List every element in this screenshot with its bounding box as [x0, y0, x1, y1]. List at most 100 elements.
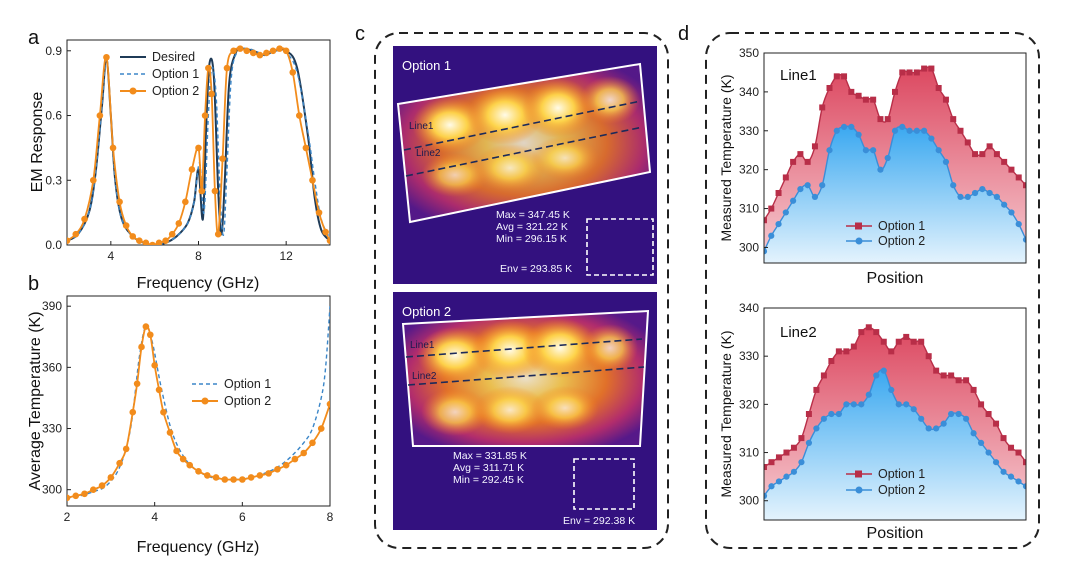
data-point-option-1 — [873, 329, 880, 336]
data-point-option-2 — [188, 166, 196, 173]
data-point-option-1 — [910, 338, 917, 345]
data-point-option-1 — [775, 190, 782, 196]
data-point-option-2 — [274, 466, 281, 473]
legend-label-option1-d1: Option 1 — [878, 219, 925, 233]
data-point-option-2 — [129, 408, 137, 416]
plot-frame-line1 — [763, 52, 1027, 264]
data-point-option-2 — [162, 237, 169, 244]
data-point-option-2 — [160, 408, 167, 416]
data-point-option-2 — [276, 45, 283, 52]
line2-label-2: Line2 — [412, 371, 437, 382]
data-point-option-1 — [768, 205, 775, 212]
legend-label-option1-b: Option 1 — [224, 377, 271, 391]
data-point-option-2 — [175, 220, 183, 227]
max-temp-1: Max = 347.45 K — [496, 209, 570, 221]
data-point-option-2 — [891, 127, 899, 134]
legend-line1: Option 1 Option 2 — [846, 219, 925, 248]
data-point-option-1 — [880, 338, 887, 345]
ylabel-line2: Measured Temperature (K) — [718, 330, 734, 497]
data-point-option-2 — [103, 53, 110, 61]
data-point-option-2 — [256, 51, 264, 59]
data-point-option-1 — [940, 372, 947, 379]
data-point-option-1 — [855, 92, 862, 99]
data-point-option-2 — [918, 415, 925, 422]
thermal-image-option1: Line1 Line2 Option 1 Max = 347.45 K Avg … — [393, 46, 657, 284]
data-point-option-2 — [256, 472, 264, 479]
data-point-option-2 — [98, 482, 106, 489]
line1-label-1: Line1 — [409, 121, 434, 132]
panel-letter-a: a — [28, 27, 40, 49]
data-point-option-1 — [888, 348, 895, 355]
data-point-option-2 — [221, 476, 229, 483]
y-tick-label: 350 — [739, 46, 759, 60]
data-point-option-2 — [107, 474, 115, 481]
y-tick-label: 340 — [739, 85, 759, 99]
data-point-option-2 — [948, 410, 955, 418]
xlabel-b: Frequency (GHz) — [137, 539, 260, 556]
data-point-option-2 — [198, 187, 206, 195]
data-point-option-1 — [848, 88, 855, 95]
data-point-option-1 — [790, 444, 797, 451]
data-point-option-1 — [895, 338, 902, 345]
legend-label-option1-d2: Option 1 — [878, 467, 925, 481]
area-option-2 — [764, 126, 1026, 263]
min-temp-1: Min = 296.15 K — [496, 233, 567, 245]
env-box-1 — [586, 218, 654, 276]
data-point-option-2 — [109, 144, 117, 152]
xlabel-a: Frequency (GHz) — [137, 275, 260, 292]
data-point-option-1 — [957, 127, 964, 134]
panel-d-dashed-border — [705, 32, 1040, 549]
data-point-option-2 — [67, 237, 71, 244]
data-point-option-1 — [811, 143, 818, 150]
data-point-option-2 — [928, 135, 935, 142]
ylabel-b: Average Temperature (K) — [27, 311, 44, 490]
data-point-option-1 — [899, 69, 906, 76]
data-point-option-2 — [136, 237, 143, 244]
data-point-option-2 — [906, 127, 913, 134]
data-point-option-1 — [892, 88, 898, 95]
data-point-option-2 — [155, 239, 163, 245]
data-point-option-2 — [790, 468, 798, 475]
data-point-option-1 — [775, 454, 782, 461]
heat-spot — [582, 324, 638, 372]
data-point-option-2 — [870, 147, 877, 154]
y-tick-label: 310 — [739, 446, 759, 460]
data-point-option-2 — [1001, 201, 1008, 208]
x-tick-label: 4 — [107, 249, 114, 263]
data-point-option-2 — [768, 483, 775, 490]
env-temp-2: Env = 292.38 K — [563, 515, 635, 527]
data-point-option-2 — [212, 474, 220, 481]
data-point-option-2 — [933, 425, 940, 432]
data-point-option-1 — [1001, 158, 1008, 165]
data-point-option-2 — [203, 472, 211, 479]
data-point-option-2 — [797, 186, 804, 193]
y-tick-label: 330 — [42, 422, 62, 436]
data-point-option-2 — [230, 476, 237, 483]
y-tick-label: 320 — [739, 163, 759, 177]
data-point-option-2 — [1008, 209, 1015, 216]
data-point-option-1 — [1000, 435, 1007, 442]
data-point-option-1 — [921, 65, 928, 72]
legend-label-option2: Option 2 — [152, 84, 199, 98]
data-point-option-2 — [884, 154, 891, 162]
data-point-option-2 — [96, 112, 104, 119]
data-point-option-2 — [971, 189, 979, 197]
data-point-option-1 — [828, 358, 835, 364]
data-point-option-2 — [309, 439, 316, 447]
data-point-option-2 — [239, 476, 246, 483]
data-point-option-2 — [970, 430, 977, 437]
data-point-option-2 — [775, 221, 782, 228]
data-point-option-2 — [913, 127, 920, 134]
data-point-option-1 — [764, 217, 767, 224]
data-point-option-2 — [90, 176, 97, 184]
data-point-option-2 — [840, 123, 848, 130]
data-point-option-2 — [302, 144, 310, 152]
env-box-2 — [573, 458, 635, 510]
line2-marker-2 — [407, 366, 645, 386]
data-point-option-2 — [326, 237, 330, 244]
data-point-option-1 — [813, 386, 820, 393]
data-point-option-2 — [935, 147, 942, 154]
data-point-option-1 — [942, 96, 949, 103]
legend-label-desired: Desired — [152, 50, 195, 64]
